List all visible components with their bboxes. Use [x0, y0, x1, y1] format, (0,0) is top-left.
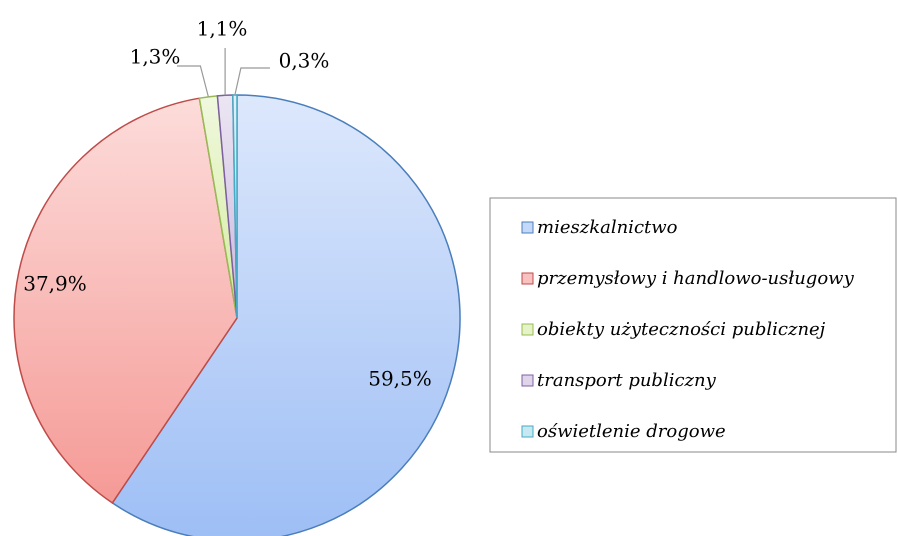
leader-line [234, 67, 270, 96]
legend-label: oświetlenie drogowe [537, 421, 726, 442]
legend-swatch [521, 221, 534, 234]
legend-swatch [521, 374, 534, 387]
pie-slice [13, 97, 238, 504]
legend-box [489, 197, 897, 453]
data-label: 1,1% [197, 17, 248, 41]
legend-label: obiekty użyteczności publicznej [537, 319, 826, 340]
data-label: 37,9% [23, 272, 87, 296]
legend-swatch [521, 323, 534, 336]
leader-line [177, 65, 209, 97]
data-label: 59,5% [368, 367, 432, 391]
data-label: 1,3% [130, 45, 181, 69]
pie-slice [111, 94, 461, 536]
legend-swatch [521, 272, 534, 285]
legend-label: transport publiczny [537, 370, 717, 391]
pie [13, 94, 461, 536]
data-label: 0,3% [279, 49, 330, 73]
legend-swatch [521, 425, 534, 438]
legend-label: przemysłowy i handlowo-usługowy [537, 268, 855, 289]
legend-label: mieszkalnictwo [537, 217, 678, 238]
